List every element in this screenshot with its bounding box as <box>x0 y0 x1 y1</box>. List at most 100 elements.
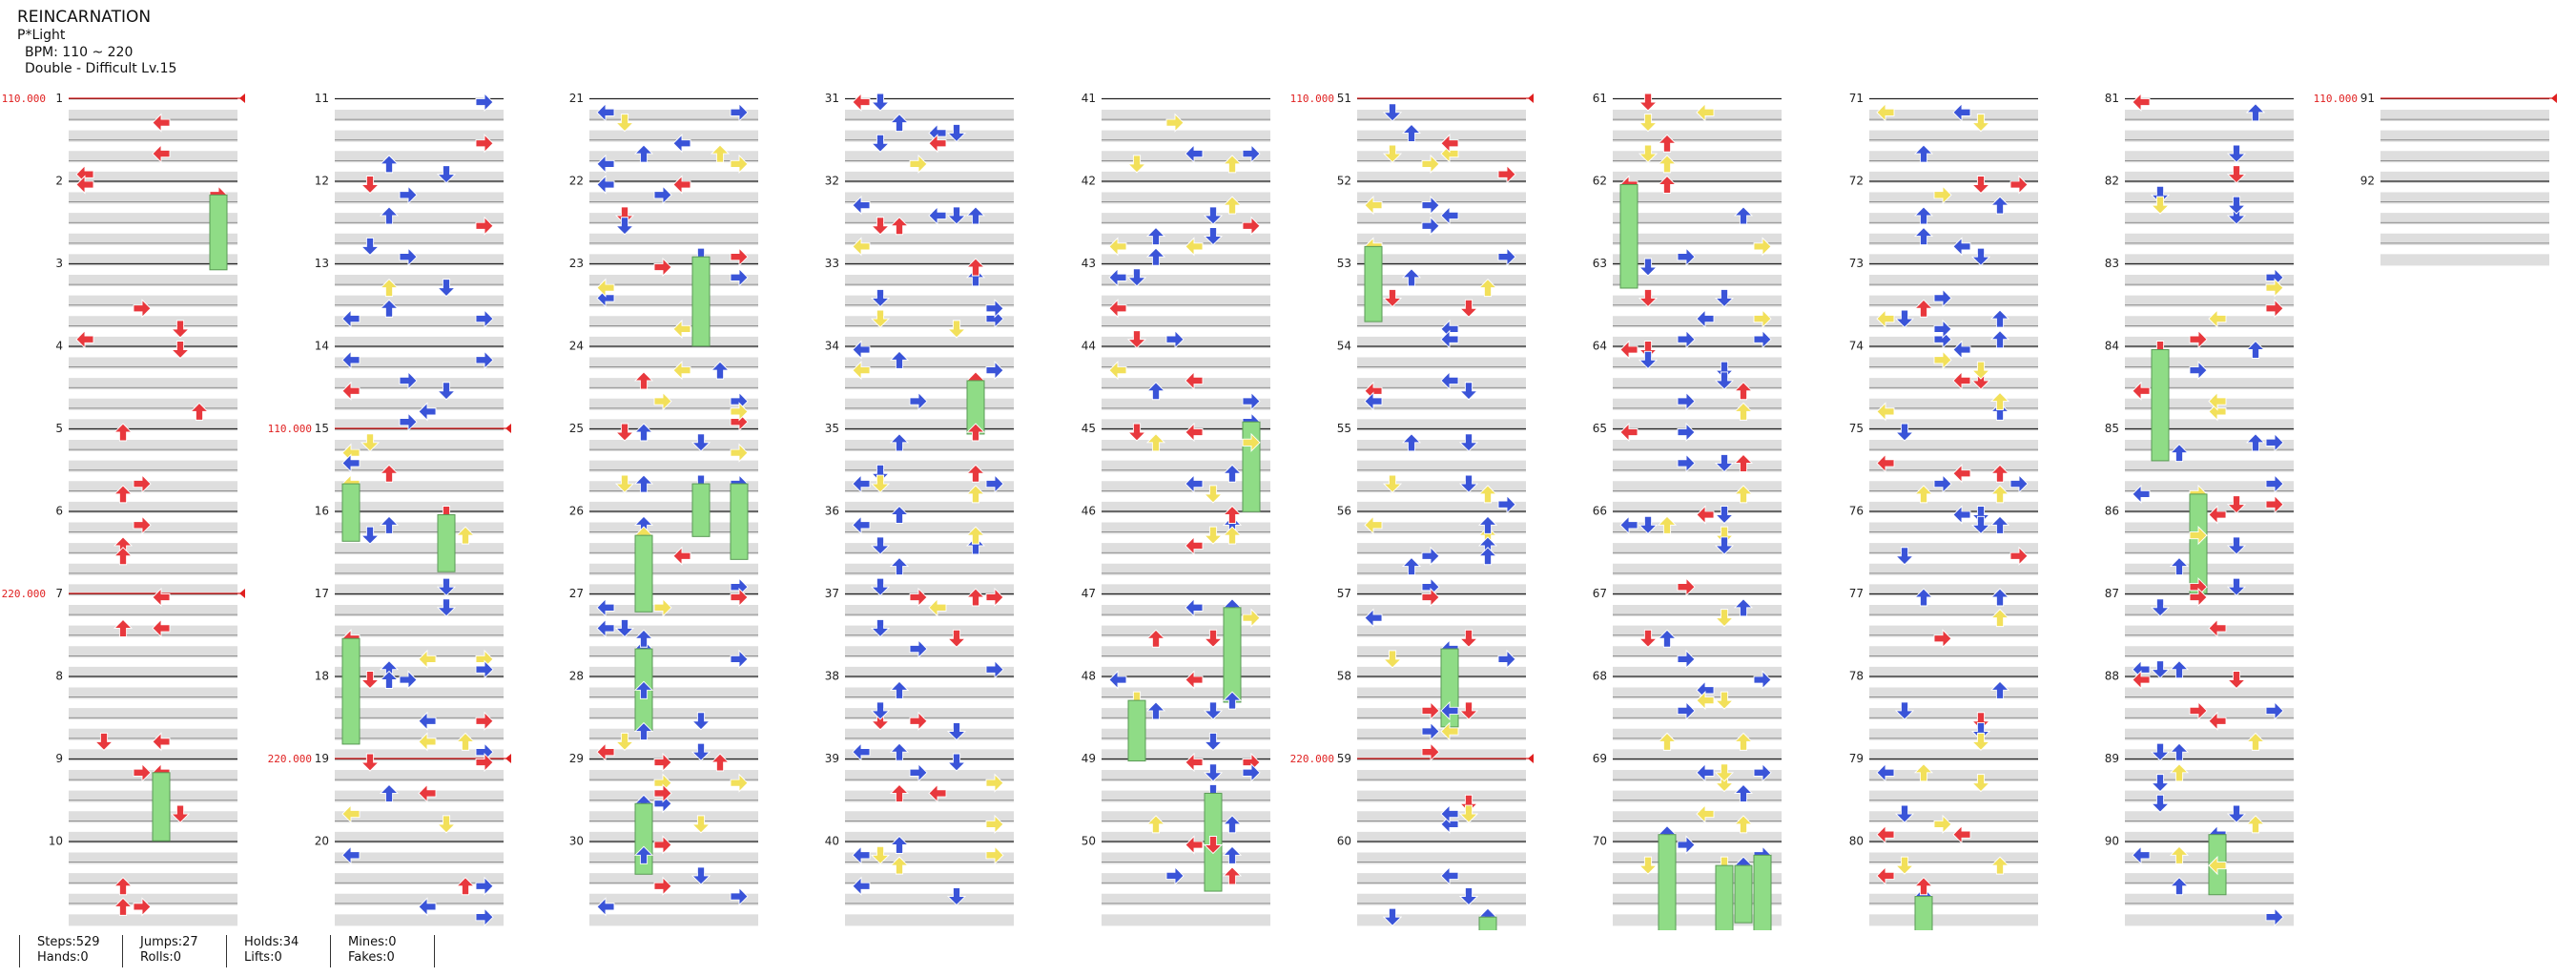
step-arrow <box>1382 907 1403 926</box>
step-arrow <box>113 897 134 916</box>
lane-shade <box>589 873 758 885</box>
lane-shade <box>1102 914 1270 926</box>
bpm-change-marker <box>505 754 511 763</box>
step-arrow <box>2150 660 2171 679</box>
step-arrow <box>2150 185 2171 204</box>
step-arrow <box>341 845 361 865</box>
step-arrow <box>1497 494 1516 514</box>
step-arrow <box>2265 700 2284 721</box>
measure-number: 38 <box>825 670 839 683</box>
step-arrow <box>1364 391 1383 411</box>
step-arrow <box>1421 154 1440 174</box>
step-arrow <box>1440 370 1459 391</box>
hold-bar <box>691 256 711 347</box>
step-arrow <box>596 278 615 298</box>
step-arrow <box>2169 742 2190 761</box>
step-arrow <box>1753 308 1772 329</box>
step-arrow <box>852 515 871 535</box>
step-arrow <box>1421 721 1440 741</box>
step-arrow <box>170 320 191 339</box>
bpm-change-label: 220.000 <box>2 588 46 600</box>
lane-shade <box>69 233 237 245</box>
lane-shade <box>845 893 1014 905</box>
step-arrow <box>690 866 711 885</box>
measure-number: 76 <box>1849 505 1864 518</box>
lane-shade <box>69 687 237 699</box>
measure-number: 83 <box>2105 257 2119 270</box>
step-arrow <box>633 680 654 699</box>
lane-shade <box>69 728 237 740</box>
step-arrow <box>965 423 986 442</box>
step-arrow <box>1970 712 1991 731</box>
lane-shade <box>845 770 1014 781</box>
step-arrow <box>341 308 361 329</box>
step-arrow <box>1126 268 1147 287</box>
step-arrow <box>1933 319 1952 339</box>
step-arrow <box>1145 247 1166 266</box>
step-arrow <box>379 670 400 689</box>
step-arrow <box>730 402 749 422</box>
step-arrow <box>870 217 891 236</box>
lane-shade <box>2380 130 2549 142</box>
lane-shade <box>845 501 1014 513</box>
step-arrow <box>1913 206 1934 225</box>
measure-number: 32 <box>825 175 839 188</box>
step-arrow <box>1696 102 1715 122</box>
lane-shade <box>589 811 758 823</box>
step-arrow <box>1222 815 1243 834</box>
step-arrow <box>928 783 947 803</box>
hold-bar <box>1619 184 1638 289</box>
step-arrow <box>596 897 615 917</box>
step-arrow <box>1242 143 1261 164</box>
step-arrow <box>1753 237 1772 257</box>
step-arrow <box>672 546 691 566</box>
step-arrow <box>730 247 749 267</box>
lane-shade <box>335 831 504 843</box>
step-arrow <box>889 113 910 133</box>
measure-number: 29 <box>569 752 584 765</box>
step-arrow <box>1421 216 1440 236</box>
lane-shade <box>845 336 1014 348</box>
step-arrow <box>1970 774 1991 793</box>
measure-number: 37 <box>825 587 839 600</box>
lane-shade <box>335 336 504 348</box>
step-arrow <box>1497 164 1516 184</box>
step-arrow <box>2169 443 2190 463</box>
measure-number: 53 <box>1337 257 1351 270</box>
step-arrow <box>1126 330 1147 349</box>
lane-shade <box>1357 233 1526 245</box>
lane-shade <box>845 110 1014 121</box>
step-arrow <box>1242 608 1261 628</box>
step-arrow <box>2265 494 2284 514</box>
step-arrow <box>889 505 910 524</box>
step-arrow <box>653 752 672 773</box>
lane-shade <box>1357 873 1526 885</box>
step-arrow <box>2189 700 2208 721</box>
step-arrow <box>710 144 731 163</box>
lane-shade <box>1613 336 1782 348</box>
lane-shade <box>1102 440 1270 451</box>
step-arrow <box>852 876 871 896</box>
step-arrow <box>2226 144 2247 163</box>
lane-shade <box>2125 233 2294 245</box>
step-arrow <box>113 423 134 442</box>
lane-shade <box>1613 254 1782 266</box>
step-arrow <box>965 485 986 504</box>
step-arrow <box>1185 473 1204 494</box>
step-arrow <box>1753 329 1772 349</box>
step-arrow <box>475 308 494 329</box>
lane-shade <box>1102 378 1270 390</box>
lane-shade <box>2125 522 2294 534</box>
song-artist: P*Light <box>17 28 66 44</box>
measure-number: 2 <box>55 175 63 188</box>
step-arrow <box>2132 845 2151 865</box>
lane-shade <box>1613 501 1782 513</box>
measure-number: 12 <box>315 175 329 188</box>
step-arrow <box>1714 691 1735 710</box>
step-arrow <box>399 247 418 267</box>
step-arrow <box>1185 670 1204 690</box>
step-arrow <box>965 526 986 545</box>
measure-number: 70 <box>1593 835 1607 848</box>
lane-shade <box>69 357 237 369</box>
hold-bar <box>1753 854 1772 930</box>
